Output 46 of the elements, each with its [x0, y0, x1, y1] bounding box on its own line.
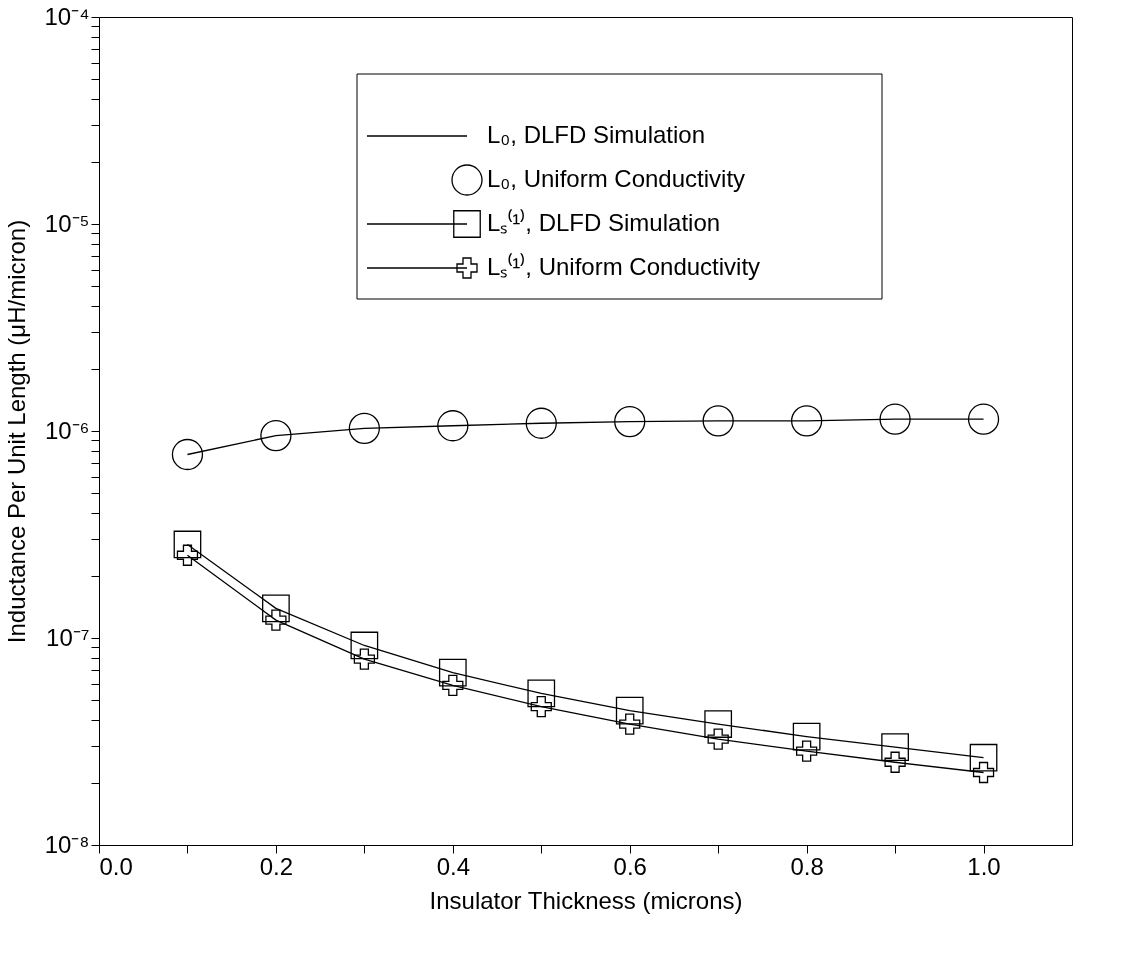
y-axis-title: Inductance Per Unit Length (μH/micron) [3, 219, 31, 644]
point [972, 761, 995, 784]
point [260, 419, 292, 452]
point [265, 609, 287, 631]
point [527, 679, 556, 708]
point [702, 405, 734, 437]
point [262, 594, 290, 623]
point [707, 728, 729, 750]
point [353, 648, 376, 670]
point [619, 713, 641, 735]
point [438, 658, 467, 687]
point [442, 674, 464, 697]
y-tick-label: 10⁻⁵ [44, 209, 90, 237]
point [348, 412, 381, 444]
point [790, 405, 823, 437]
legend-label: Lₛ⁽¹⁾, Uniform Conductivity [487, 253, 761, 280]
point [792, 722, 821, 751]
y-tick-label: 10⁻⁴ [44, 2, 90, 30]
x-tick-label: 0.0 [99, 852, 133, 880]
point [615, 696, 644, 725]
point [967, 403, 1000, 435]
x-axis-title: Insulator Thickness (microns) [429, 886, 743, 914]
point [969, 743, 998, 772]
legend-label: Lₛ⁽¹⁾, DLFD Simulation [487, 209, 721, 236]
y-tick-label: 10⁻⁶ [44, 416, 90, 444]
x-tick-label: 0.8 [790, 852, 824, 880]
point [437, 410, 469, 442]
point [881, 733, 909, 762]
point [525, 407, 557, 439]
y-tick-label: 10⁻⁷ [46, 623, 90, 651]
legend-label: L₀, Uniform Conductivity [487, 165, 746, 192]
y-tick-label: 10⁻⁸ [44, 830, 90, 858]
x-tick-label: 0.2 [259, 852, 294, 880]
point [530, 695, 552, 718]
point [173, 530, 202, 559]
point [614, 406, 646, 438]
x-tick-label: 1.0 [967, 852, 1001, 880]
point [884, 751, 906, 773]
x-tick-label: 0.6 [613, 852, 647, 880]
point [704, 710, 733, 738]
legend-label: L₀, DLFD Simulation [487, 121, 706, 148]
point [350, 631, 379, 660]
point [795, 740, 818, 762]
point [879, 403, 911, 435]
x-tick-label: 0.4 [436, 852, 471, 880]
point [171, 438, 204, 471]
